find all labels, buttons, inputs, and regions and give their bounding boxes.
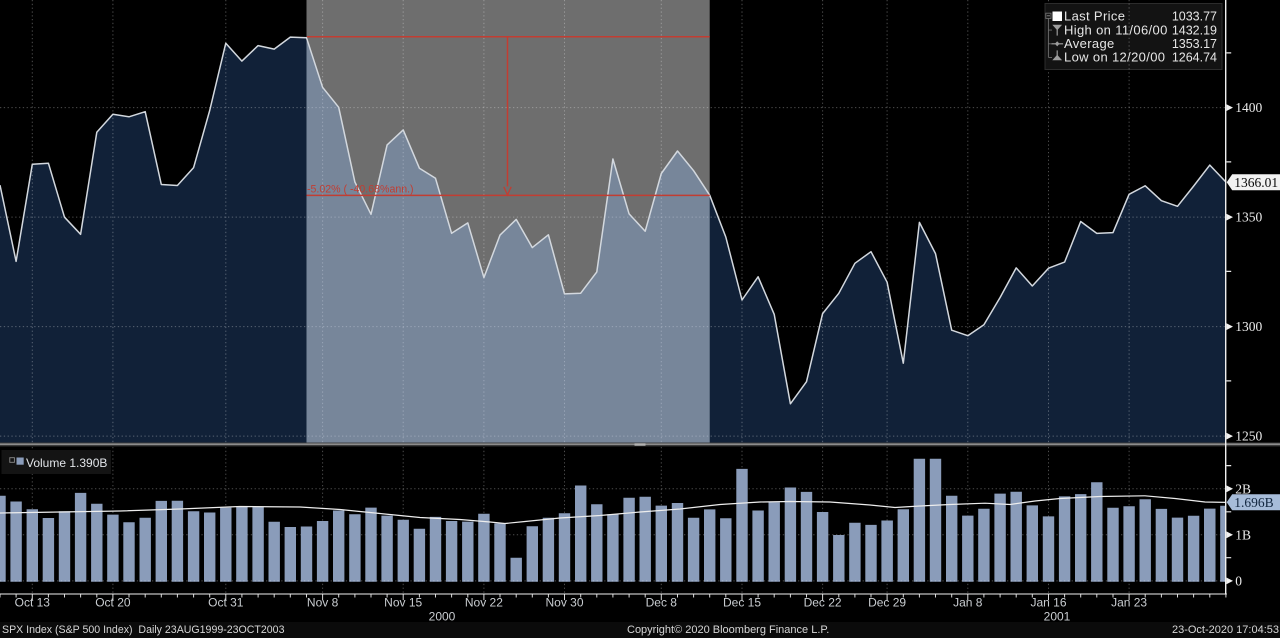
svg-text:Dec 15: Dec 15	[723, 596, 761, 610]
svg-text:1264.74: 1264.74	[1172, 51, 1217, 65]
svg-text:Average: Average	[1064, 36, 1115, 51]
svg-text:High on 11/06/00: High on 11/06/00	[1064, 22, 1168, 37]
svg-text:Jan 23: Jan 23	[1111, 596, 1147, 610]
svg-text:1B: 1B	[1235, 527, 1251, 542]
svg-text:1353.17: 1353.17	[1172, 37, 1217, 51]
svg-text:Jan 16: Jan 16	[1030, 596, 1066, 610]
svg-text:Nov 30: Nov 30	[545, 596, 583, 610]
svg-text:Dec 22: Dec 22	[804, 596, 842, 610]
svg-text:1400: 1400	[1235, 100, 1262, 115]
svg-text:Volume 1.390B: Volume 1.390B	[26, 456, 107, 470]
svg-text:1250: 1250	[1235, 429, 1262, 444]
svg-text:Nov 8: Nov 8	[307, 596, 339, 610]
svg-text:Last Price: Last Price	[1064, 9, 1125, 24]
svg-text:1033.77: 1033.77	[1172, 10, 1217, 24]
svg-text:Dec 29: Dec 29	[868, 596, 906, 610]
svg-text:-5.02% ( -40.68%ann.): -5.02% ( -40.68%ann.)	[307, 183, 414, 195]
svg-text:Dec 8: Dec 8	[646, 596, 678, 610]
svg-text:2001: 2001	[1044, 610, 1071, 624]
svg-text:Copyright© 2020 Bloomberg Fina: Copyright© 2020 Bloomberg Finance L.P.	[627, 624, 829, 636]
svg-text:Nov 15: Nov 15	[384, 596, 422, 610]
svg-text:1.696B: 1.696B	[1234, 495, 1273, 510]
svg-text:2B: 2B	[1235, 481, 1251, 496]
svg-text:Nov 22: Nov 22	[465, 596, 503, 610]
svg-text:Oct 20: Oct 20	[95, 596, 131, 610]
svg-text:Oct 31: Oct 31	[208, 596, 244, 610]
svg-text:SPX Index (S&P 500 Index) Dai: SPX Index (S&P 500 Index) Daily 23AUG199…	[2, 624, 285, 636]
svg-text:Oct 13: Oct 13	[15, 596, 51, 610]
svg-text:2000: 2000	[429, 610, 456, 624]
svg-text:1366.01: 1366.01	[1234, 175, 1278, 190]
svg-text:Low on 12/20/00: Low on 12/20/00	[1064, 50, 1165, 65]
svg-text:Jan 8: Jan 8	[953, 596, 983, 610]
svg-text:1300: 1300	[1235, 319, 1262, 334]
svg-text:23-Oct-2020 17:04:53: 23-Oct-2020 17:04:53	[1172, 624, 1279, 636]
svg-text:1432.19: 1432.19	[1172, 23, 1217, 37]
svg-text:1350: 1350	[1235, 210, 1262, 225]
svg-text:0: 0	[1235, 573, 1242, 588]
